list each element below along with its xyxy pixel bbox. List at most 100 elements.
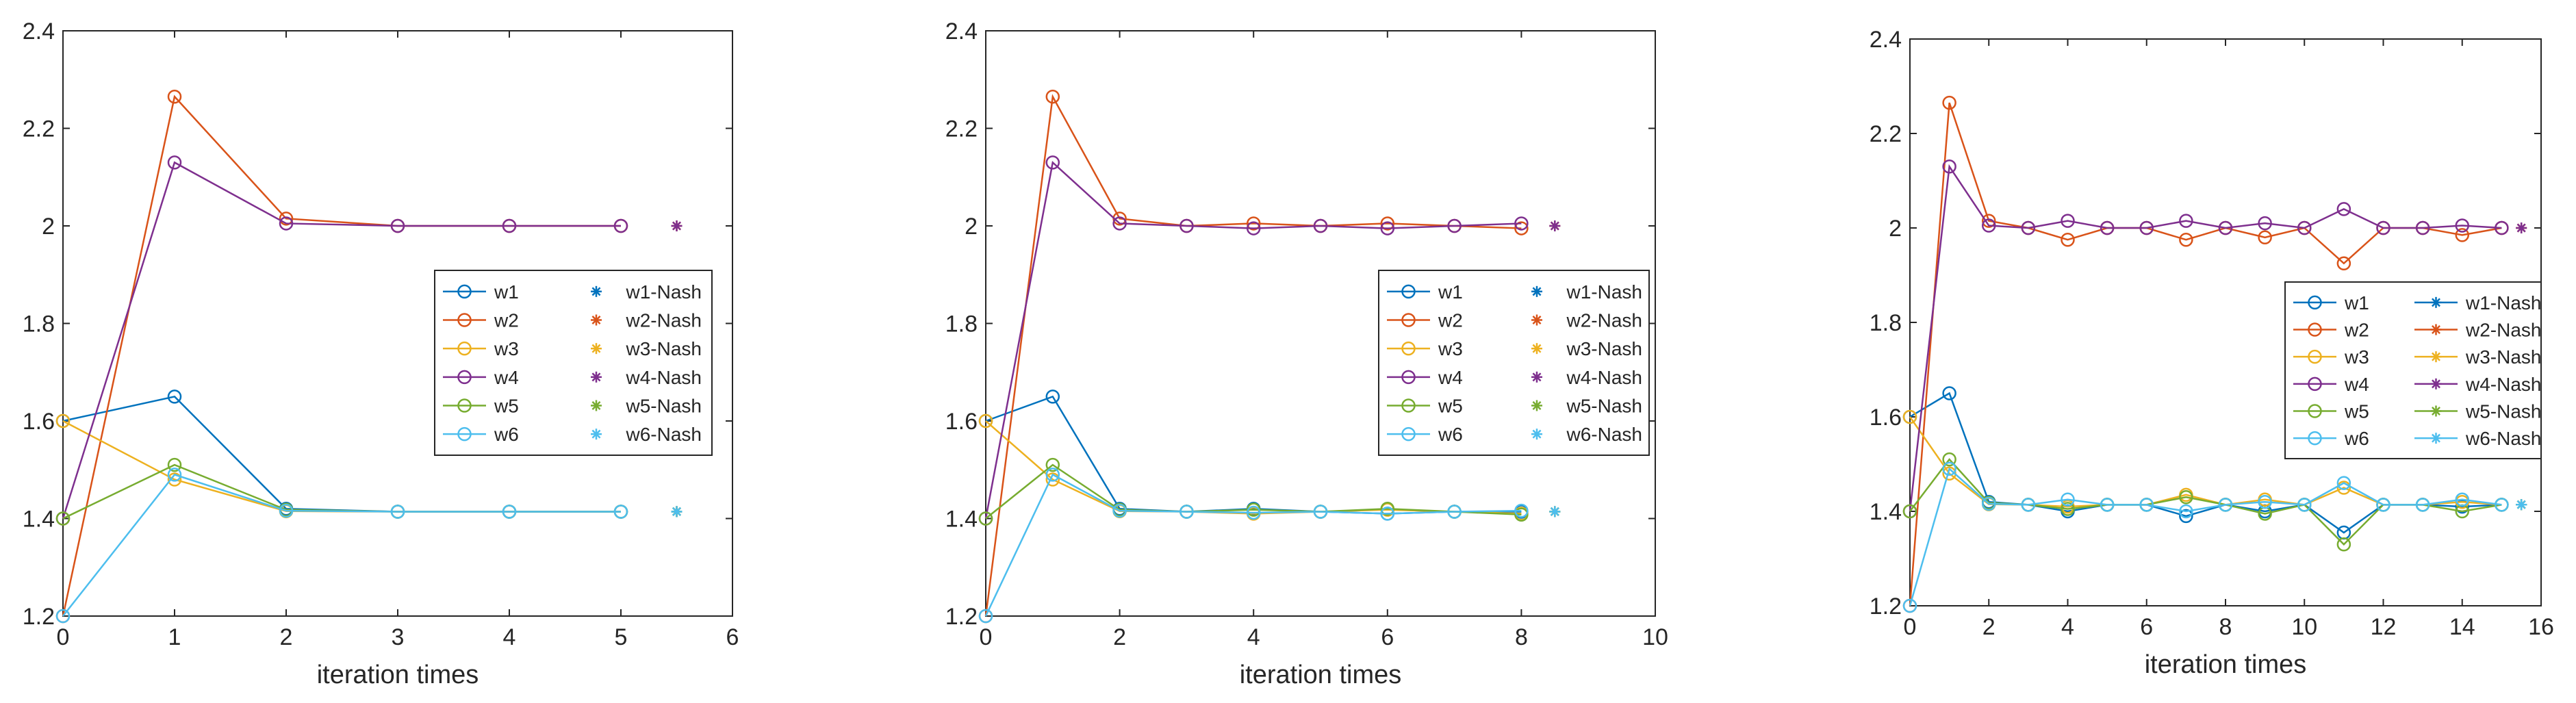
- y-tick-label: 2: [42, 214, 55, 240]
- legend-nash-marker-w3: [591, 343, 602, 355]
- legend-nash-marker-w5: [591, 400, 602, 411]
- x-tick-label: 10: [2291, 614, 2317, 640]
- data-point-w2: [1045, 89, 1060, 104]
- data-point-w1: [167, 389, 182, 404]
- data-point-w2: [1246, 216, 1261, 231]
- legend-box: [2284, 281, 2542, 459]
- x-tick-label: 4: [1247, 624, 1260, 650]
- legend-marker-w6: [1401, 426, 1416, 442]
- legend-label-w1: w1: [2344, 292, 2369, 314]
- y-tick-label: 1.6: [945, 409, 978, 435]
- legend-label-w3: w3: [494, 338, 519, 359]
- data-point-w6: [1380, 507, 1395, 521]
- data-point-w3: [1902, 409, 1917, 424]
- data-point-w1: [1942, 386, 1956, 400]
- nash-point-w4: [1549, 220, 1561, 231]
- x-tick-label: 1: [168, 624, 181, 650]
- legend-label-w4: w4: [1438, 367, 1463, 388]
- data-point-w2: [2336, 256, 2351, 270]
- legend-nash-marker-w6: [2430, 433, 2442, 444]
- legend-marker-w4: [457, 370, 472, 385]
- data-point-w6: [2455, 492, 2469, 507]
- series-w6: [978, 468, 1529, 624]
- legend-nash-marker-w3: [2430, 351, 2442, 363]
- y-tick-label: 1.2: [945, 604, 978, 630]
- legend-label-w4: w4: [494, 367, 519, 388]
- series-w6: [1902, 461, 2509, 613]
- legend-marker-w5: [2308, 404, 2322, 418]
- legend-nash-label-w1: w1-Nash: [2465, 292, 2541, 314]
- x-axis-label: iteration times: [1240, 661, 1402, 689]
- data-point-w4: [2297, 220, 2312, 235]
- legend-nash-label-w3: w3-Nash: [1566, 338, 1642, 359]
- series-line-w6: [1909, 467, 2502, 606]
- x-tick-label: 2: [1113, 624, 1126, 650]
- data-point-w2: [1982, 214, 1996, 228]
- data-point-w1: [2455, 499, 2469, 514]
- x-tick-label: 0: [980, 624, 993, 650]
- series-w6: [55, 468, 628, 624]
- legend-nash-label-w4: w4-Nash: [2465, 374, 2541, 395]
- data-point-w5: [2061, 502, 2075, 516]
- legend-marker-w2: [457, 313, 472, 327]
- legend-nash-label-w5: w5-Nash: [2465, 401, 2541, 422]
- data-point-w6: [1112, 503, 1127, 518]
- legend-label-w6: w6: [1438, 424, 1463, 445]
- legend-label-w5: w5: [494, 396, 519, 417]
- data-point-w4: [2336, 202, 2351, 216]
- y-tick-label: 2: [965, 214, 978, 240]
- legend-nash-label-w4: w4-Nash: [1566, 367, 1642, 388]
- data-point-w4: [1246, 221, 1261, 235]
- data-point-w4: [167, 155, 182, 170]
- series-line-w5: [985, 463, 1522, 520]
- data-point-w4: [1045, 155, 1060, 170]
- data-point-w3: [55, 413, 71, 429]
- data-point-w6: [1514, 503, 1529, 518]
- y-tick-label: 1.4: [23, 507, 55, 533]
- data-point-w6: [1447, 504, 1462, 519]
- data-point-w4: [2376, 220, 2390, 235]
- data-point-w4: [2455, 218, 2469, 233]
- x-tick-label: 4: [2061, 614, 2074, 640]
- legend-nash-label-w6: w6-Nash: [1566, 424, 1642, 445]
- data-point-w6: [1179, 504, 1194, 519]
- chart-2: 0 2 4 6 8 10 1.2 1.4 1.6 1.8 2 2.2 2.4 iteration time…: [945, 18, 1668, 689]
- legend: w1 w1-Nash w2 w2-Nash w3 w3-Nash w4 w4-Nash w5 w5…: [1378, 270, 1650, 456]
- legend-marker-w3: [457, 341, 472, 356]
- y-tick-label: 1.6: [23, 409, 55, 435]
- nash-point-w4: [2516, 222, 2527, 233]
- data-point-w6: [2258, 494, 2272, 509]
- data-point-w4: [2139, 220, 2154, 235]
- data-point-w6: [1982, 496, 1996, 511]
- legend-nash-marker-w4: [1531, 371, 1542, 383]
- x-tick-label: 6: [1381, 624, 1394, 650]
- legend-marker-w1: [457, 284, 472, 299]
- legend-label-w5: w5: [1438, 396, 1463, 417]
- data-point-w4: [1179, 218, 1194, 233]
- data-point-w5: [2179, 490, 2193, 504]
- data-point-w3: [978, 413, 993, 429]
- data-point-w2: [2179, 233, 2193, 247]
- data-point-w4: [2258, 216, 2272, 231]
- data-point-w6: [167, 468, 182, 482]
- data-point-w4: [2495, 220, 2509, 235]
- y-tick-label: 1.2: [23, 604, 55, 630]
- legend-box: [1378, 270, 1650, 456]
- legend-nash-label-w2: w2-Nash: [626, 310, 702, 331]
- x-tick-label: 14: [2449, 614, 2475, 640]
- legend-label-w5: w5: [2344, 401, 2369, 422]
- data-point-w4: [2415, 220, 2430, 235]
- series-line-w4: [62, 161, 621, 519]
- data-point-w3: [2336, 481, 2351, 495]
- x-tick-label: 3: [392, 624, 405, 650]
- nash-point-w6: [1549, 506, 1561, 517]
- legend-marker-w5: [1401, 398, 1416, 413]
- legend-label-w6: w6: [2344, 428, 2369, 449]
- data-point-w6: [1902, 598, 1917, 613]
- legend-label-w6: w6: [494, 424, 519, 445]
- data-point-w5: [1514, 507, 1529, 522]
- data-point-w2: [2061, 233, 2075, 247]
- legend-nash-marker-w6: [1531, 429, 1542, 440]
- x-tick-label: 6: [726, 624, 739, 650]
- legend-box: [434, 270, 713, 456]
